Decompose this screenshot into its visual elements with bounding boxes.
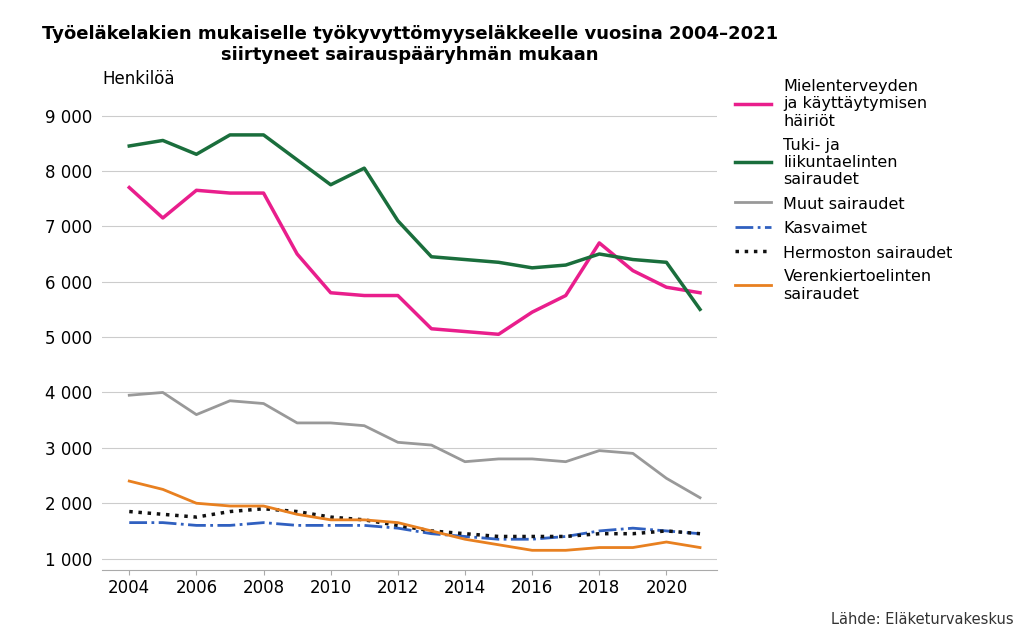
Legend: Mielenterveyden
ja käyttäytymisen
häiriöt, Tuki- ja
liikuntaelinten
sairaudet, M: Mielenterveyden ja käyttäytymisen häiriö… [729, 73, 959, 308]
Text: Työeläkelakien mukaiselle työkyvyttömyyseläkkeelle vuosina 2004–2021
siirtyneet : Työeläkelakien mukaiselle työkyvyttömyys… [42, 25, 777, 64]
Text: Lähde: Eläketurvakeskus: Lähde: Eläketurvakeskus [831, 611, 1014, 627]
Text: Henkilöä: Henkilöä [102, 70, 175, 87]
